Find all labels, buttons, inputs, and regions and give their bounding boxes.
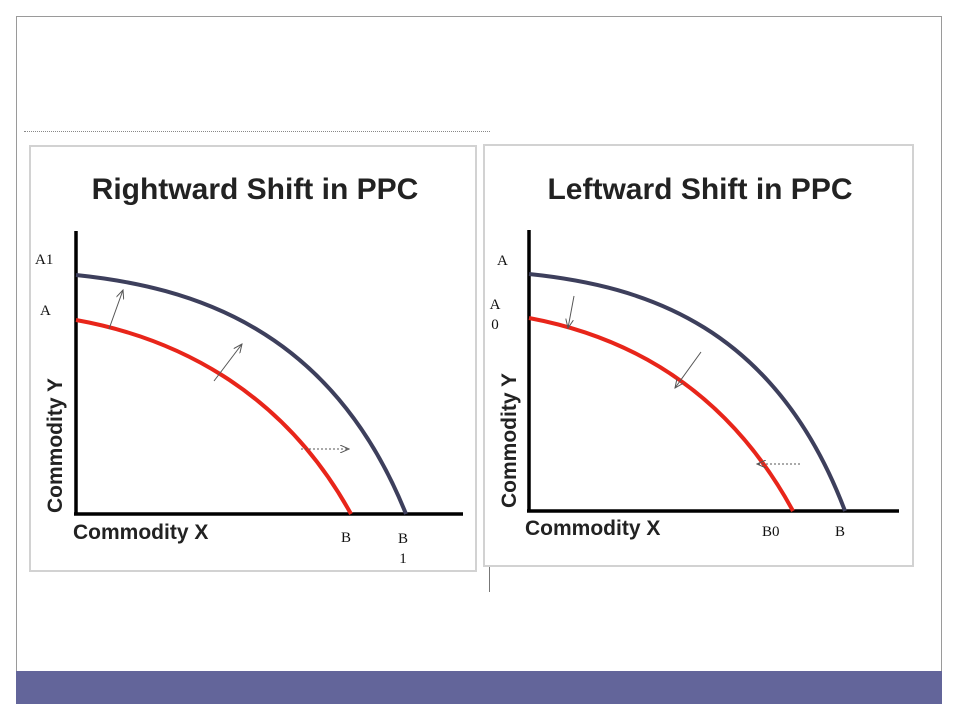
label-a: A (497, 253, 508, 269)
x-axis-label: Commodity X (525, 517, 660, 540)
shift-arrow-1 (108, 290, 123, 330)
shift-arrow-1 (568, 295, 575, 328)
dotted-rule (24, 131, 490, 132)
diagram-title: Rightward Shift in PPC (92, 173, 419, 206)
original-ppc-curve (528, 272, 847, 512)
label-a1: A1 (35, 252, 54, 268)
label-b0: B0 (762, 524, 780, 540)
diagram-title: Leftward Shift in PPC (547, 173, 852, 206)
thin-rule (489, 566, 490, 592)
shift-arrow-2 (675, 351, 702, 388)
rightward-shift-svg: Rightward Shift in PPC Commodity X Commo… (44, 173, 463, 544)
leftward-shift-svg: Leftward Shift in PPC Commodity X Commod… (498, 173, 899, 540)
label-b: B (835, 524, 846, 540)
label-b1: B1 (397, 531, 408, 567)
y-axis-label: Commodity Y (498, 373, 521, 508)
y-axis-label: Commodity Y (44, 378, 67, 513)
shift-arrow-2 (213, 344, 242, 382)
rightward-shift-diagram: Rightward Shift in PPC Commodity X Commo… (29, 145, 477, 572)
leftward-shift-diagram: Leftward Shift in PPC Commodity X Commod… (483, 144, 914, 567)
label-a0: A0 (489, 297, 501, 333)
label-b: B (341, 530, 352, 546)
label-a: A (40, 303, 51, 319)
new-ppc-curve (528, 316, 795, 512)
original-ppc-curve (75, 318, 353, 515)
x-axis-label: Commodity X (73, 521, 208, 544)
new-ppc-curve (75, 273, 408, 515)
footer-bar (16, 671, 942, 704)
